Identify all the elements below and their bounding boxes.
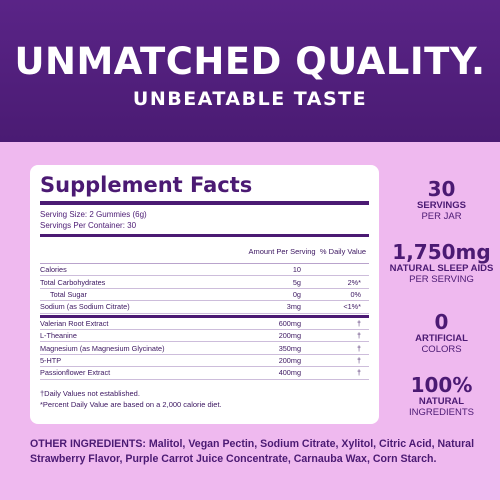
row-name: Passionflower Extract: [40, 368, 111, 378]
stat-artificial-colors: 0 ARTIFICIAL COLORS: [383, 311, 500, 355]
facts-row: Total Carbohydrates 5g 2%*: [40, 276, 369, 289]
row-name: Valerian Root Extract: [40, 318, 109, 328]
stat-natural-ingredients: 100% NATURAL INGREDIENTS: [383, 374, 500, 418]
stat-label: ARTIFICIAL: [415, 333, 468, 344]
headline: UNMATCHED QUALITY.: [14, 40, 486, 83]
row-amount: 200mg: [278, 355, 301, 365]
subheadline: UNBEATABLE TASTE: [132, 88, 368, 110]
row-name: Sodium (as Sodium Citrate): [40, 302, 130, 312]
stat-sublabel: PER JAR: [421, 211, 462, 222]
facts-rows-nutrients: Calories 10 Total Carbohydrates 5g 2%* Total …: [40, 264, 369, 314]
footnote-percent-dv: *Percent Daily Value are based on a 2,00…: [40, 399, 222, 409]
servings-per-container: Servings Per Container: 30: [40, 220, 137, 230]
divider: [40, 263, 369, 264]
row-daily-value: †: [356, 355, 361, 365]
row-amount: 10: [292, 265, 301, 275]
row-daily-value: †: [356, 368, 361, 378]
row-amount: 0g: [292, 289, 301, 299]
row-name: Magnesium (as Magnesium Glycinate): [40, 343, 165, 353]
stat-sublabel: PER SERVING: [409, 274, 474, 285]
facts-row: Passionflower Extract 400mg †: [40, 367, 369, 380]
row-name: Calories: [40, 265, 67, 275]
row-amount: 3mg: [286, 302, 301, 312]
divider: [40, 234, 369, 237]
daily-value-header: % Daily Value: [319, 246, 367, 256]
row-amount: 350mg: [278, 343, 301, 353]
stat-value: 30: [427, 177, 456, 201]
facts-rows-ingredients: Valerian Root Extract 600mg † L-Theanine 200…: [40, 318, 369, 380]
facts-row: Valerian Root Extract 600mg †: [40, 318, 369, 330]
amount-header: Amount Per Serving: [248, 246, 316, 256]
stat-label: NATURAL SLEEP AIDS: [389, 263, 494, 274]
row-name: L-Theanine: [40, 331, 77, 341]
row-amount: 5g: [292, 277, 301, 287]
stat-value: 100%: [410, 373, 473, 397]
facts-row: 5-HTP 200mg †: [40, 355, 369, 368]
hero-banner: UNMATCHED QUALITY. UNBEATABLE TASTE: [0, 0, 500, 142]
row-daily-value: †: [356, 343, 361, 353]
facts-row: L-Theanine 200mg †: [40, 330, 369, 343]
row-daily-value: †: [356, 318, 361, 328]
supplement-facts-panel: Supplement Facts Serving Size: 2 Gummies…: [30, 165, 379, 424]
stat-sublabel: INGREDIENTS: [409, 407, 474, 418]
row-amount: 600mg: [278, 318, 301, 328]
divider: [40, 314, 369, 318]
other-ingredients: OTHER INGREDIENTS: Malitol, Vegan Pectin…: [30, 438, 475, 465]
facts-row: Magnesium (as Magnesium Glycinate) 350mg †: [40, 342, 369, 355]
row-name: 5-HTP: [40, 355, 62, 365]
row-name: Total Sugar: [50, 289, 87, 299]
row-daily-value: 0%: [350, 289, 361, 299]
facts-row: Calories 10: [40, 264, 369, 277]
row-name: Total Carbohydrates: [40, 277, 106, 287]
stat-label: NATURAL: [418, 396, 465, 407]
stat-label: SERVINGS: [417, 200, 466, 211]
stat-value: 1,750mg: [392, 240, 491, 264]
row-daily-value: †: [356, 331, 361, 341]
serving-size: Serving Size: 2 Gummies (6g): [40, 210, 147, 219]
stat-servings: 30 SERVINGS PER JAR: [383, 178, 500, 222]
divider: [40, 201, 369, 205]
stat-value: 0: [434, 310, 449, 334]
row-amount: 200mg: [278, 331, 301, 341]
stat-sleep-aids: 1,750mg NATURAL SLEEP AIDS PER SERVING: [383, 241, 500, 285]
facts-title: Supplement Facts: [40, 173, 253, 197]
footnote-dv-not-established: †Daily Values not established.: [40, 388, 140, 398]
facts-row: Total Sugar 0g 0%: [40, 289, 369, 302]
facts-header-row: Amount Per Serving % Daily Value: [40, 239, 369, 263]
row-daily-value: <1%*: [343, 302, 361, 312]
row-daily-value: 2%*: [347, 277, 361, 287]
facts-row: Sodium (as Sodium Citrate) 3mg <1%*: [40, 301, 369, 314]
stat-sublabel: COLORS: [421, 344, 462, 355]
row-amount: 400mg: [278, 368, 301, 378]
